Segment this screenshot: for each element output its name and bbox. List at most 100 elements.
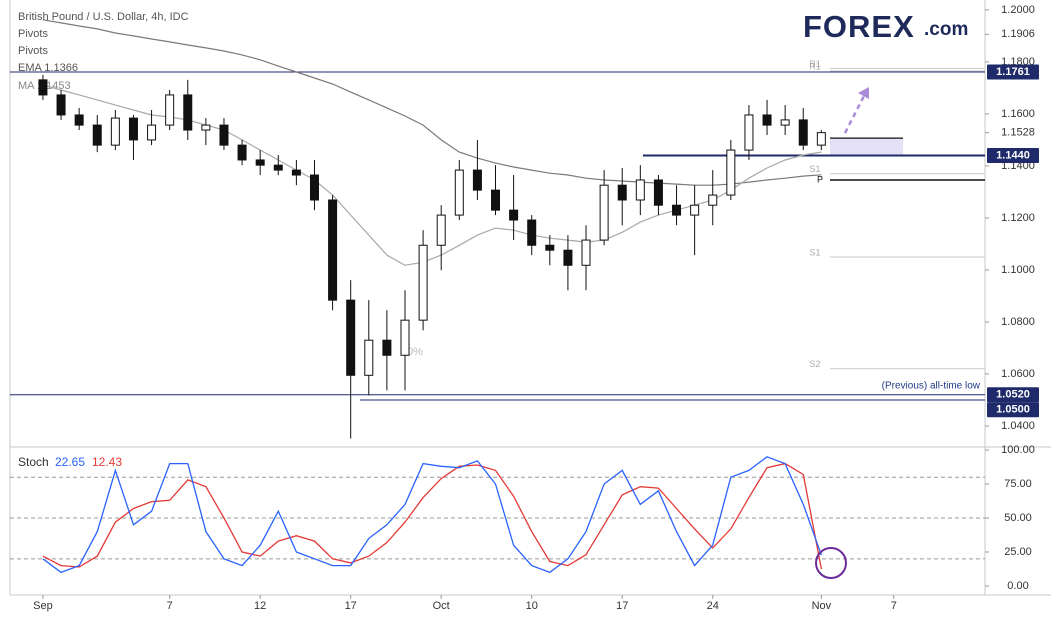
indicator-label: Pivots — [18, 28, 48, 40]
candle-body — [617, 184, 627, 201]
x-tick-label: 12 — [254, 600, 266, 612]
x-tick-label: 17 — [345, 600, 357, 612]
moving-average — [42, 19, 822, 186]
price-label-box — [987, 148, 1039, 164]
x-tick-label: 7 — [891, 600, 897, 612]
candle-body — [273, 164, 283, 171]
y-tick-label: 1.0800 — [1001, 316, 1035, 328]
pivot-label: R1 — [809, 59, 821, 69]
x-tick-label: 17 — [616, 600, 628, 612]
candle-body — [309, 174, 319, 201]
candle-body — [400, 319, 410, 356]
candle-body — [291, 169, 301, 176]
price-label: 1.0520 — [996, 389, 1030, 401]
candle-body — [690, 204, 700, 216]
pivot-label: S2 — [809, 359, 820, 369]
price-label-box — [987, 387, 1039, 403]
y-tick-label: 1.1528 — [1001, 127, 1035, 139]
x-tick-label: 7 — [167, 600, 173, 612]
logo-name: FOREX — [803, 9, 915, 44]
candle-body — [744, 114, 754, 151]
candle-body — [418, 244, 428, 321]
annotation: 0% — [407, 346, 423, 358]
highlight-circle — [815, 547, 847, 579]
candle-body — [599, 184, 609, 241]
candle-body — [726, 149, 736, 196]
pivot-label: S1 — [809, 164, 820, 174]
candle-body — [382, 339, 392, 356]
candle-body — [762, 114, 772, 126]
price-label: 1.1440 — [996, 149, 1030, 161]
stoch-line — [42, 456, 823, 574]
candle-body — [436, 214, 446, 246]
y-tick-label: 25.00 — [1004, 546, 1032, 558]
annotation: (Previous) all-time low — [882, 380, 981, 391]
candle-body — [454, 169, 464, 216]
pivot-label: S1 — [809, 247, 820, 257]
y-tick-label: 1.1000 — [1001, 264, 1035, 276]
y-tick-label: 75.00 — [1004, 478, 1032, 490]
candle-body — [74, 114, 84, 126]
candle-body — [255, 159, 265, 166]
y-tick-label: 1.1906 — [1001, 28, 1035, 40]
y-tick-label: 1.0400 — [1001, 420, 1035, 432]
pivot-label: R1 — [809, 61, 821, 71]
candle-body — [798, 119, 808, 146]
candle-body — [364, 339, 374, 376]
candle-body — [708, 194, 718, 206]
x-tick-label: 10 — [526, 600, 538, 612]
price-label-box — [987, 402, 1039, 418]
logo-suffix: .com — [924, 19, 968, 40]
x-tick-label: Sep — [33, 600, 53, 612]
x-tick-label: Nov — [812, 600, 832, 612]
candle-body — [56, 94, 66, 116]
candle-body — [780, 119, 790, 126]
candle-body — [201, 124, 211, 131]
candle-body — [509, 209, 519, 221]
candle-body — [92, 124, 102, 146]
indicator-label: EMA 1.1366 — [18, 62, 78, 74]
stoch-k-value: 22.65 — [55, 455, 85, 469]
x-tick-label: Oct — [433, 600, 450, 612]
pivot-label: P — [817, 174, 823, 184]
y-tick-label: 100.00 — [1001, 444, 1035, 456]
candle-body — [147, 124, 157, 141]
candle-body — [527, 219, 537, 246]
candle-body — [816, 132, 826, 146]
candle-body — [328, 199, 338, 301]
x-tick-label: 24 — [707, 600, 719, 612]
y-tick-label: 1.0600 — [1001, 368, 1035, 380]
price-label-box — [987, 64, 1039, 80]
y-tick-label: 1.2000 — [1001, 4, 1035, 16]
candle-body — [635, 179, 645, 201]
price-label: 1.0500 — [996, 404, 1030, 416]
chart-title: British Pound / U.S. Dollar, 4h, IDC — [18, 11, 189, 23]
arrow-head — [858, 87, 869, 99]
candle-body — [219, 124, 229, 146]
candle-body — [581, 239, 591, 266]
stoch-line — [42, 462, 823, 570]
candle-body — [472, 169, 482, 191]
candle-body — [491, 189, 501, 211]
target-zone — [830, 138, 903, 156]
candle-body — [165, 94, 175, 126]
candle-body — [110, 117, 120, 146]
indicator-label: Pivots — [18, 45, 48, 57]
candle-body — [346, 299, 356, 376]
candle-body — [183, 94, 193, 131]
price-label: 1.1761 — [996, 66, 1030, 78]
candle-body — [38, 79, 48, 96]
y-tick-label: 1.1600 — [1001, 108, 1035, 120]
candle-body — [563, 249, 573, 266]
candle-body — [672, 204, 682, 216]
y-tick-label: 1.1200 — [1001, 212, 1035, 224]
candle-body — [128, 117, 138, 141]
stoch-d-value: 12.43 — [92, 455, 122, 469]
projection-arrow — [843, 91, 868, 134]
stoch-title: Stoch — [18, 455, 49, 469]
candle-body — [653, 179, 663, 206]
candle-body — [237, 144, 247, 161]
y-tick-label: 0.00 — [1007, 580, 1028, 592]
